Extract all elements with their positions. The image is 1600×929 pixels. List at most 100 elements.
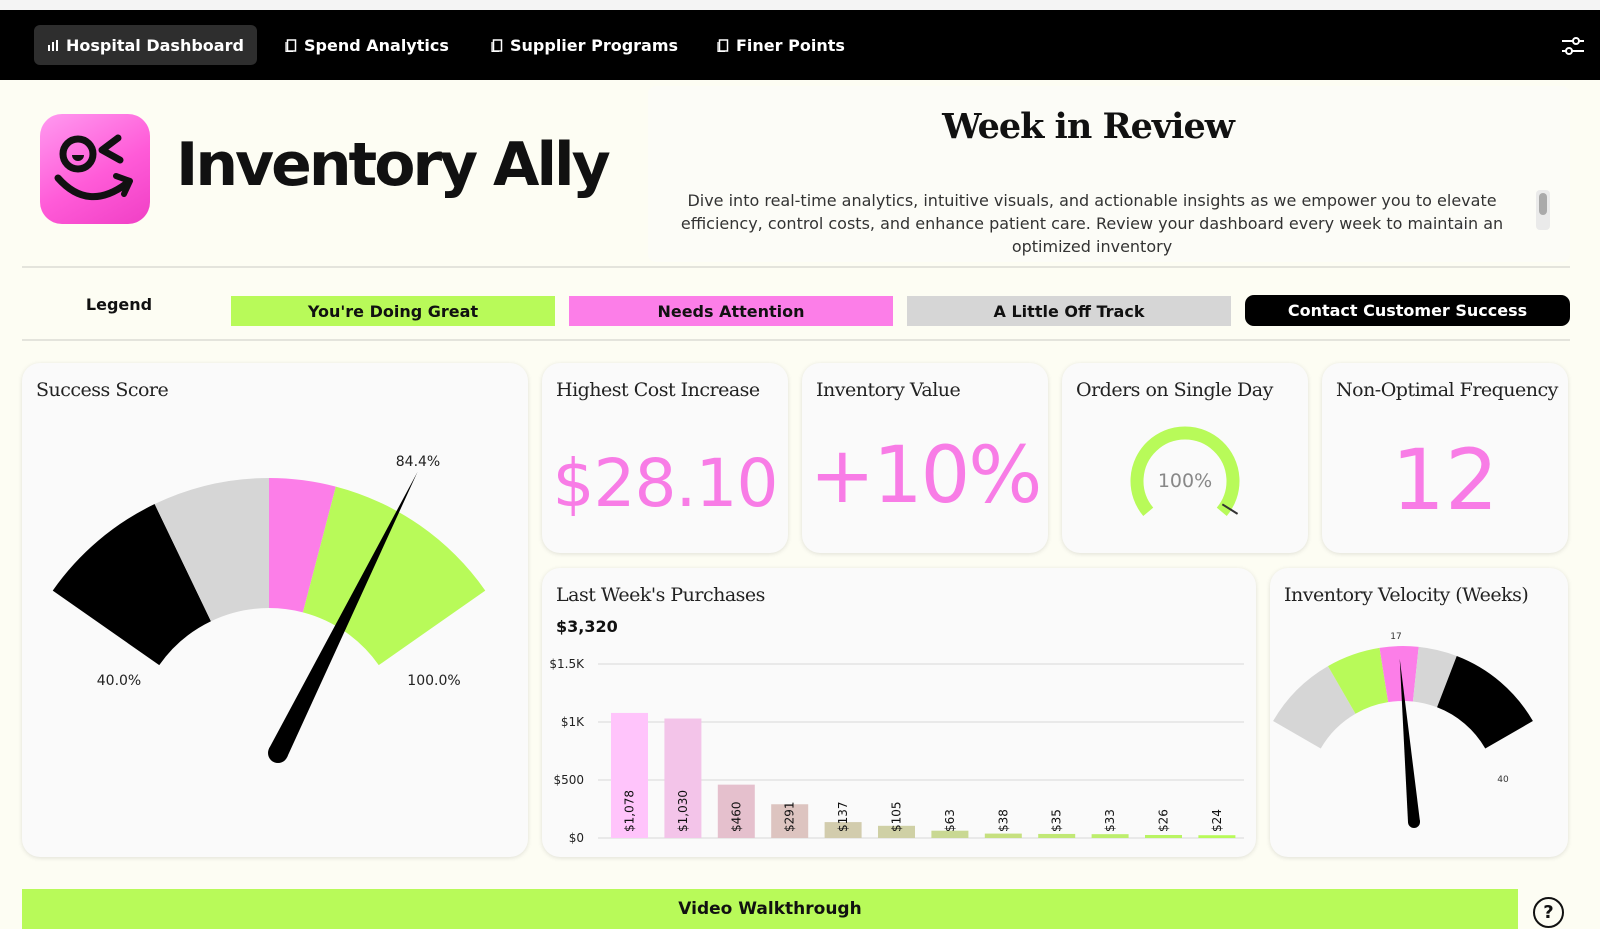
bar-value-label: $24 — [1210, 809, 1224, 832]
velocity-band-green — [1328, 647, 1389, 714]
divider — [22, 266, 1570, 268]
bar — [984, 833, 1022, 838]
highest-cost-value: $28.10 — [552, 445, 779, 522]
bar-value-label: $105 — [890, 801, 904, 832]
bar — [931, 830, 969, 838]
tab-finer-points[interactable]: Finer Points — [704, 25, 858, 65]
inventory-velocity-card: Inventory Velocity (Weeks) 17 40 — [1270, 568, 1568, 857]
last-week-purchases-card: Last Week's Purchases $3,320 $0 $500 $1K $1… — [542, 568, 1256, 857]
y-tick-label: $500 — [553, 773, 584, 787]
success-score-card: Success Score 84.4% 40.0% 100.0% — [22, 363, 528, 857]
bar — [664, 718, 702, 838]
week-in-review-text: Dive into real-time analytics, intuitive… — [680, 191, 1504, 256]
gauge-band-pink — [269, 478, 336, 613]
bar-value-label: $291 — [783, 801, 797, 832]
orders-gauge-value: 100% — [1158, 470, 1212, 492]
gauge-band-black — [52, 504, 211, 666]
bar — [878, 825, 915, 838]
orders-single-day-card: Orders on Single Day 100% — [1062, 363, 1308, 553]
y-tick-label: $1K — [561, 715, 585, 729]
card-title: Non-Optimal Frequency — [1336, 379, 1558, 401]
inventory-value-card: Inventory Value +10% — [802, 363, 1048, 553]
orders-gauge: 100% — [1130, 426, 1240, 517]
velocity-band-gray — [1273, 666, 1356, 749]
non-optimal-frequency-value: 12 — [1391, 431, 1499, 529]
week-in-review-panel: Week in Review Dive into real-time analy… — [648, 86, 1570, 262]
purchases-bar-chart: $0 $500 $1K $1.5K $1,078 $1,030 $460 $291 $137 $… — [549, 657, 1244, 845]
sliders-icon[interactable] — [1560, 34, 1586, 58]
card-title: Last Week's Purchases — [556, 584, 765, 606]
velocity-value-label: 17 — [1390, 632, 1401, 642]
velocity-max-label: 40 — [1497, 775, 1509, 785]
bar-value-label: $137 — [836, 801, 850, 832]
tab-label: Supplier Programs — [510, 35, 679, 55]
contact-customer-success-button[interactable]: Contact Customer Success — [1245, 295, 1570, 326]
bar-value-label: $35 — [1050, 809, 1064, 832]
y-tick-label: $0 — [569, 831, 584, 845]
winking-face-logo — [40, 114, 150, 224]
gauge-band-gray — [154, 478, 269, 622]
legend-off-track: A Little Off Track — [907, 296, 1231, 326]
bar-chart-icon — [48, 39, 58, 51]
top-strip — [0, 0, 1600, 10]
card-title: Inventory Velocity (Weeks) — [1284, 584, 1529, 606]
gauge-needle — [268, 471, 418, 763]
bar — [771, 804, 809, 838]
dashboard-main: Inventory Ally Week in Review Dive into … — [0, 80, 1600, 929]
gauge-max-label: 100.0% — [407, 673, 460, 689]
tab-label: Hospital Dashboard — [66, 35, 244, 55]
card-title: Highest Cost Increase — [556, 379, 760, 401]
legend-doing-great: You're Doing Great — [231, 296, 555, 326]
highest-cost-increase-card: Highest Cost Increase $28.10 — [542, 363, 788, 553]
success-score-gauge: 84.4% 40.0% 100.0% — [52, 454, 486, 763]
velocity-needle — [1399, 658, 1420, 828]
winking-face-icon — [54, 134, 133, 200]
legend-needs-attention: Needs Attention — [569, 296, 893, 326]
help-icon[interactable]: ? — [1533, 897, 1564, 928]
brand-name: Inventory Ally — [176, 130, 611, 200]
bar-value-label: $1,078 — [623, 790, 637, 832]
velocity-band-black — [1437, 655, 1533, 749]
tab-supplier-programs[interactable]: Supplier Programs — [478, 25, 691, 65]
card-title: Inventory Value — [816, 379, 961, 401]
card-title: Orders on Single Day — [1076, 379, 1273, 401]
gauge-value-label: 84.4% — [396, 454, 440, 470]
purchases-total: $3,320 — [556, 617, 618, 636]
bar-value-label: $63 — [943, 809, 957, 832]
bar — [1145, 834, 1182, 838]
page-icon — [285, 38, 297, 52]
bar-value-label: $1,030 — [676, 790, 690, 832]
velocity-band-pink — [1379, 646, 1419, 703]
legend-label: Legend — [85, 295, 153, 314]
bar — [611, 712, 648, 838]
bar — [1038, 833, 1076, 838]
gauge-min-label: 40.0% — [97, 673, 141, 689]
card-title: Success Score — [36, 379, 169, 401]
page-icon — [491, 38, 503, 52]
page-icon — [717, 38, 729, 52]
non-optimal-frequency-card: Non-Optimal Frequency 12 — [1322, 363, 1568, 553]
bar — [1091, 834, 1129, 838]
divider — [22, 339, 1570, 341]
bar-value-label: $38 — [996, 809, 1010, 832]
bar — [717, 784, 755, 838]
tab-spend-analytics[interactable]: Spend Analytics — [272, 25, 462, 65]
text-scrollbar[interactable] — [1536, 190, 1550, 230]
bar-value-label: $33 — [1103, 809, 1117, 832]
bar-value-label: $460 — [729, 801, 743, 832]
tab-label: Finer Points — [736, 35, 845, 55]
velocity-gauge: 17 40 — [1273, 632, 1533, 828]
video-walkthrough-button[interactable]: Video Walkthrough — [22, 889, 1518, 929]
y-tick-label: $1.5K — [549, 657, 585, 671]
velocity-band-gray — [1412, 646, 1457, 708]
week-in-review-title: Week in Review — [942, 106, 1235, 147]
inventory-value: +10% — [809, 431, 1043, 521]
bar-value-label: $26 — [1157, 809, 1171, 832]
scrollbar-thumb[interactable] — [1539, 193, 1547, 215]
tab-label: Spend Analytics — [304, 35, 449, 55]
orders-gauge-tick — [1221, 503, 1239, 515]
tab-hospital-dashboard[interactable]: Hospital Dashboard — [34, 25, 257, 65]
orders-gauge-track — [1130, 426, 1240, 517]
bar — [1198, 835, 1236, 838]
top-nav-bar: Hospital Dashboard Spend Analytics Suppl… — [0, 10, 1600, 80]
